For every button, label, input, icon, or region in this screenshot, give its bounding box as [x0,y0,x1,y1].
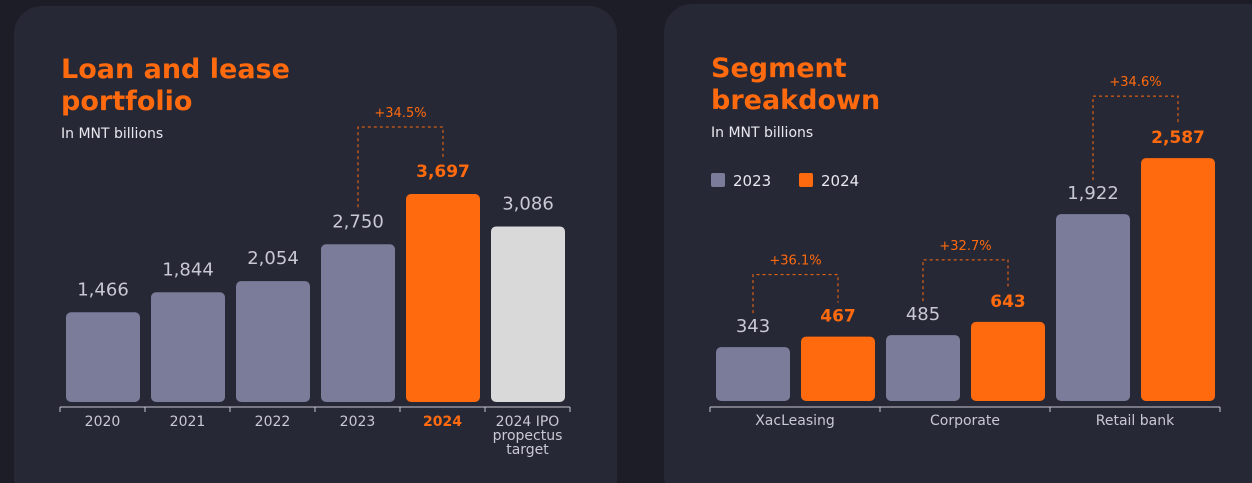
subtitle: In MNT billions [711,125,814,141]
annotation: +36.1% [769,254,821,269]
bar [1056,214,1130,401]
chart-title: Segment breakdown [711,53,881,116]
legend-label: 2023 [733,172,771,190]
bracket [922,259,1009,302]
value-label: 1,922 [1067,183,1119,204]
x-tick-label: 2020 [84,414,121,430]
bar [321,244,395,402]
subtitle: In MNT billions [61,126,164,142]
value-label: 2,054 [247,248,299,269]
bar [801,336,875,401]
bar [406,194,480,402]
bar [151,292,225,402]
legend-swatch [799,173,813,187]
bar [1141,158,1215,401]
bar [971,321,1045,401]
value-label: 343 [736,316,770,337]
bracket [357,126,444,208]
value-label: 1,844 [162,259,214,280]
x-tick-label: Corporate [930,413,1000,429]
bracket [1092,95,1179,181]
x-tick-label: 2024 IPO propectus target [492,414,563,458]
legend-label: 2024 [821,172,859,190]
x-tick-label: Retail bank [1095,413,1175,429]
bar [236,281,310,402]
value-label: 1,466 [77,279,129,300]
value-label: 3,086 [502,193,554,214]
x-tick-label: 2022 [254,414,291,430]
x-tick-label: 2021 [169,414,206,430]
value-label: 485 [906,304,940,325]
annotation: +34.5% [374,106,426,121]
bar [491,226,565,402]
annotation: +34.6% [1109,75,1161,90]
annotation: +32.7% [939,239,991,254]
bar [716,347,790,401]
x-tick-label: 2023 [339,414,376,430]
bar [66,312,140,402]
bar [886,335,960,401]
value-label: 2,750 [332,211,384,232]
x-tick-label: XacLeasing [755,413,835,429]
bracket [752,274,839,314]
value-label: 643 [990,292,1026,312]
value-label: 467 [820,307,856,327]
chart-title: Loan and lease portfolio [61,54,290,117]
x-tick-label: 2024 [423,414,462,430]
value-label: 2,587 [1151,128,1205,148]
legend-swatch [711,173,725,187]
value-label: 3,697 [416,162,470,182]
